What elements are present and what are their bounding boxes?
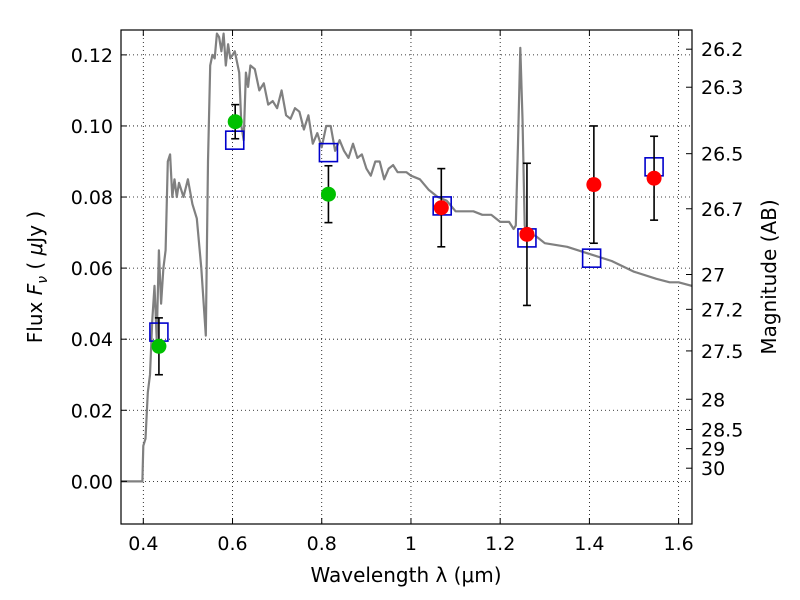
y-axis-label-flux-symbol: F: [23, 283, 47, 295]
y-axis-label: Flux Fν ( μJy ): [23, 211, 51, 343]
y2-axis-label: Magnitude (AB): [757, 199, 781, 354]
plot-frame: [120, 29, 693, 525]
y-axis-label-prefix: Flux: [23, 295, 47, 343]
y-tick-label: 0.06: [71, 258, 113, 280]
y2-tick-label: 28: [701, 389, 725, 411]
y-tick-label: 0.10: [71, 116, 113, 138]
y-axis-label-paren: (: [23, 255, 47, 276]
observed-red-point: [519, 226, 535, 242]
y2-tick-label: 29: [701, 439, 725, 461]
tick-layer: 0.4 0.6 0.8 1 1.2 1.4 1.6 0.00 0.02 0.04 0.06 0.08 0…: [71, 30, 743, 555]
y2-tick-label: 27: [701, 265, 725, 287]
y-tick-label: 0.04: [71, 329, 113, 351]
y-tick-label: 0.00: [71, 471, 113, 493]
y-axis-label-mu: μ: [23, 243, 47, 257]
x-tick-label: 0.4: [128, 533, 158, 555]
y2-tick-label: 26.3: [701, 77, 743, 99]
plot-layer: [121, 32, 692, 483]
y2-tick-label: 26.2: [701, 39, 743, 61]
y2-tick-label: 27.2: [701, 299, 743, 321]
observed-red-point: [646, 170, 662, 186]
y-tick-label: 0.08: [71, 187, 113, 209]
y2-tick-label: 26.7: [701, 199, 743, 221]
x-axis-label: Wavelength λ (μm): [310, 563, 501, 587]
y2-tick-label: 27.5: [701, 341, 743, 363]
y-tick-label: 0.02: [71, 400, 113, 422]
x-tick-label: 1: [405, 533, 417, 555]
model-photometry-square: [318, 142, 339, 163]
observed-green-point: [227, 114, 243, 130]
y-axis-label-unit: Jy ): [23, 211, 47, 245]
x-tick-label: 1.4: [574, 533, 604, 555]
y2-tick-label: 28.5: [701, 419, 743, 441]
observed-red-point: [586, 177, 602, 193]
y-axis-label-nu-subscript: ν: [35, 276, 51, 284]
observed-red-point: [433, 200, 449, 216]
x-tick-label: 0.6: [217, 533, 247, 555]
x-tick-label: 1.2: [485, 533, 515, 555]
model-photometry-square: [581, 248, 602, 268]
y-tick-label: 0.12: [71, 45, 113, 67]
y2-tick-label: 30: [701, 458, 725, 480]
y2-tick-label: 26.5: [701, 144, 743, 166]
x-tick-label: 0.8: [307, 533, 337, 555]
observed-green-point: [151, 338, 167, 354]
sed-model-line: [121, 32, 692, 483]
x-tick-label: 1.6: [664, 533, 694, 555]
observed-green-point: [320, 186, 336, 202]
